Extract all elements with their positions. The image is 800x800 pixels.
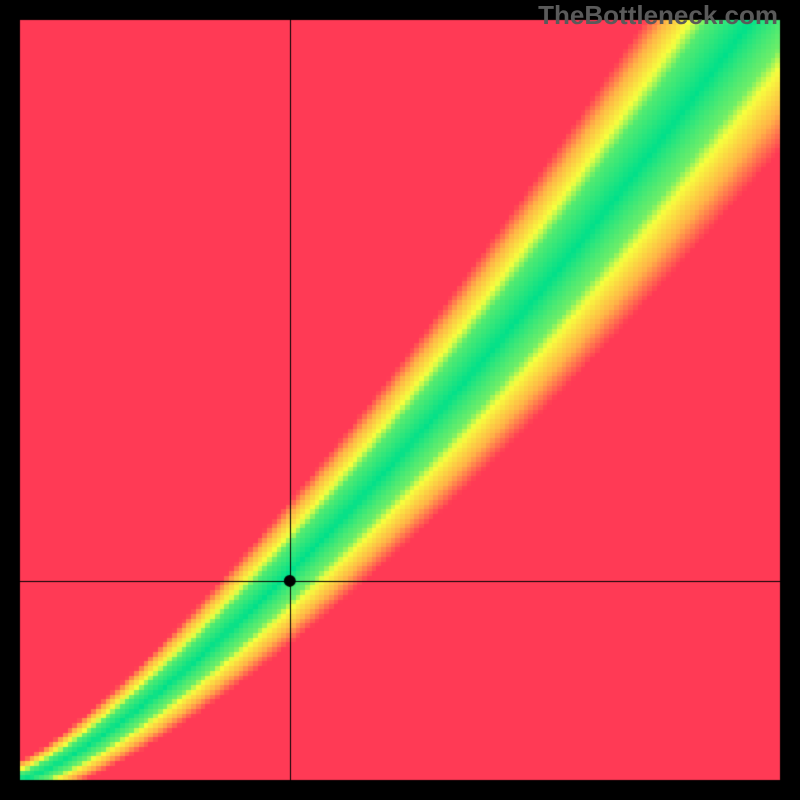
bottleneck-heatmap — [0, 0, 800, 800]
watermark-text: TheBottleneck.com — [538, 0, 778, 31]
chart-container: TheBottleneck.com — [0, 0, 800, 800]
